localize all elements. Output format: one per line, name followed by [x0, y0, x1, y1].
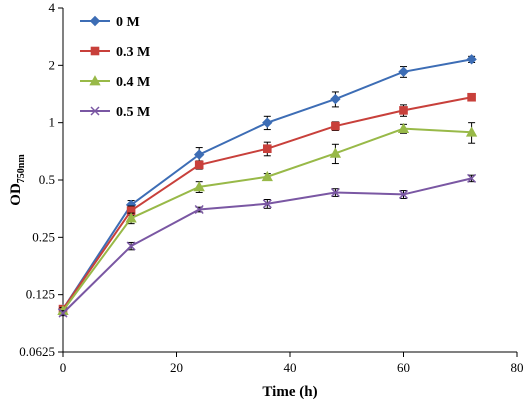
legend-item: 0.3 M [80, 45, 150, 60]
data-point [262, 199, 272, 209]
y-axis-title-subscript: 750nm [16, 154, 27, 184]
data-point [193, 149, 205, 160]
y-axis-title-main: OD [8, 183, 24, 206]
axis-ticks: 0 20 40 60 80 0.0625 0.125 0.25 0.5 1 2 4 [19, 0, 523, 375]
data-point [330, 187, 340, 198]
data-point [399, 106, 408, 115]
legend-marker [89, 75, 101, 86]
data-point [467, 92, 476, 102]
x-tick-label: 40 [284, 360, 297, 375]
x-tick-label: 0 [60, 360, 67, 375]
y-tick-label: 4 [49, 0, 56, 15]
legend-marker [89, 15, 101, 27]
data-point [263, 144, 272, 153]
y-tick-label: 0.25 [32, 229, 55, 244]
data-point [194, 160, 204, 170]
data-point [467, 173, 477, 183]
y-axis-title: OD750nm [8, 154, 27, 206]
data-point [194, 204, 204, 215]
x-tick-label: 80 [511, 360, 524, 375]
series-layer [57, 54, 478, 318]
legend: 0 M 0.3 M 0.4 M 0.5 M [80, 15, 150, 120]
y-tick-label: 0.5 [39, 172, 55, 187]
series-3 [58, 173, 477, 318]
data-point [398, 189, 409, 199]
y-tick-label: 0.125 [26, 287, 55, 302]
data-point [397, 122, 410, 134]
legend-item: 0.4 M [80, 75, 150, 90]
data-point [329, 147, 342, 158]
series-0 [57, 54, 477, 315]
data-point [466, 54, 477, 65]
legend-label: 0.4 M [116, 75, 150, 90]
data-point [193, 181, 205, 192]
legend-marker [90, 106, 100, 116]
series-line [62, 58, 472, 310]
legend-item: 0 M [80, 15, 140, 30]
data-point [126, 241, 136, 251]
data-point [262, 117, 273, 128]
legend-marker [90, 46, 100, 56]
data-point [398, 66, 409, 77]
legend-label: 0.3 M [116, 45, 150, 60]
x-tick-label: 60 [397, 360, 410, 375]
data-point [331, 121, 340, 131]
series-line [62, 177, 472, 314]
series-1 [58, 92, 476, 314]
legend-item: 0.5 M [80, 105, 150, 120]
y-tick-label: 0.0625 [19, 344, 55, 359]
y-tick-label: 1 [49, 115, 56, 130]
data-point [465, 126, 478, 137]
data-point [58, 308, 68, 318]
data-point [330, 93, 341, 105]
x-axis-title: Time (h) [262, 384, 317, 400]
x-tick-label: 20 [170, 360, 183, 375]
legend-label: 0.5 M [116, 105, 150, 120]
legend-label: 0 M [116, 15, 140, 30]
data-point [125, 212, 137, 223]
data-point [261, 170, 273, 182]
y-tick-label: 2 [49, 57, 56, 72]
